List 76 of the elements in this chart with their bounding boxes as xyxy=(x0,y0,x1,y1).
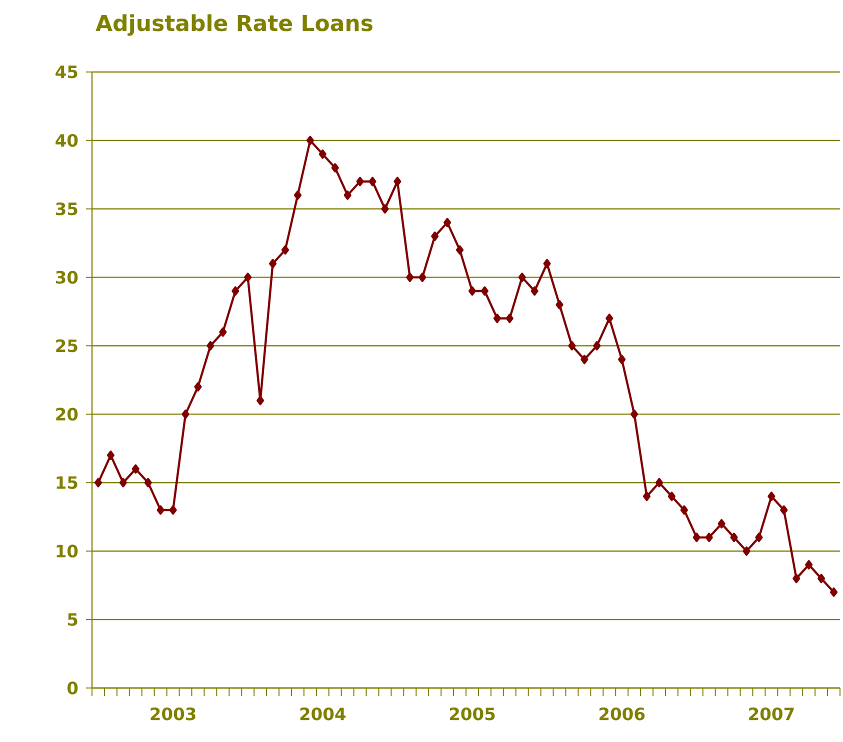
point xyxy=(144,478,152,488)
point xyxy=(680,505,688,515)
point xyxy=(156,505,164,515)
point xyxy=(730,532,738,542)
x-tick-label: 2003 xyxy=(150,708,196,720)
point xyxy=(518,272,526,282)
point xyxy=(530,286,538,296)
point xyxy=(132,464,140,474)
point xyxy=(792,574,800,584)
point xyxy=(119,478,127,488)
point xyxy=(206,341,214,350)
point xyxy=(556,300,564,310)
point xyxy=(805,560,813,570)
point xyxy=(456,245,464,255)
point xyxy=(480,286,488,296)
point xyxy=(543,258,551,268)
point xyxy=(169,505,177,515)
point xyxy=(431,232,439,241)
y-tick-label: 40 xyxy=(56,134,78,147)
x-tick-label: 2007 xyxy=(749,708,794,720)
point xyxy=(468,286,476,296)
point xyxy=(618,354,626,364)
y-tick-label: 0 xyxy=(67,682,78,694)
point xyxy=(268,258,277,268)
point xyxy=(331,163,339,172)
point xyxy=(256,396,264,406)
point xyxy=(768,492,776,502)
y-tick-label: 25 xyxy=(56,339,78,352)
point xyxy=(506,314,514,324)
point xyxy=(306,136,314,146)
point xyxy=(406,272,414,282)
x-tick-label: 2006 xyxy=(600,708,645,720)
point xyxy=(294,190,302,200)
y-tick-label: 30 xyxy=(56,270,78,284)
point xyxy=(830,587,838,597)
point xyxy=(630,410,638,419)
point xyxy=(444,218,452,228)
point xyxy=(755,532,763,542)
point xyxy=(718,519,726,528)
point xyxy=(244,272,252,282)
point xyxy=(394,176,402,186)
point xyxy=(593,341,601,350)
point xyxy=(642,492,651,502)
point xyxy=(705,532,713,542)
point xyxy=(368,176,376,186)
point xyxy=(668,492,676,502)
point xyxy=(281,245,290,255)
point xyxy=(568,341,576,350)
point xyxy=(318,149,326,159)
point xyxy=(94,478,102,488)
point xyxy=(182,410,190,419)
y-tick-label: 5 xyxy=(68,613,78,626)
y-tick-label: 20 xyxy=(56,408,78,421)
x-tick-label: 2005 xyxy=(450,708,495,720)
point xyxy=(692,532,700,542)
y-tick-label: 35 xyxy=(56,202,78,216)
x-tick-label: 2004 xyxy=(300,708,346,720)
point xyxy=(780,505,788,515)
point xyxy=(106,450,114,460)
point xyxy=(742,546,750,556)
point xyxy=(356,176,364,186)
y-tick-label: 10 xyxy=(56,544,78,558)
point xyxy=(818,574,826,584)
point xyxy=(194,382,202,392)
point xyxy=(493,314,501,324)
y-tick-label: 45 xyxy=(56,66,78,78)
point xyxy=(232,286,240,296)
point xyxy=(344,190,352,200)
point xyxy=(606,314,614,324)
point xyxy=(219,327,227,337)
point xyxy=(580,354,588,364)
point xyxy=(655,478,664,488)
chart-title: Adjustable Rate Loans xyxy=(96,14,372,36)
point xyxy=(381,204,389,214)
point xyxy=(418,272,426,282)
y-tick-label: 15 xyxy=(56,476,78,489)
